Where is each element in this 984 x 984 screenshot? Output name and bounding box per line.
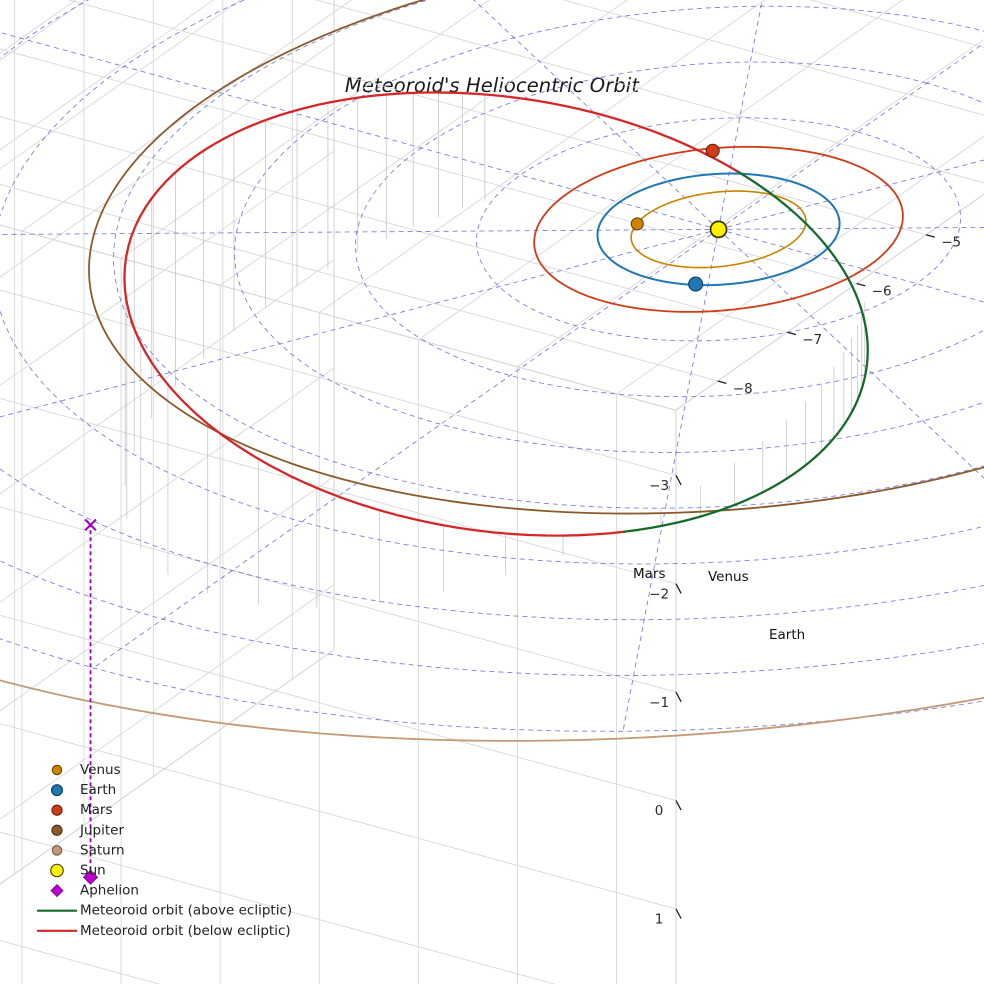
legend-label: Mars <box>80 802 113 818</box>
legend-marker-mars <box>51 804 63 816</box>
legend-label: Earth <box>80 782 116 798</box>
axis-tick-label: 0 <box>655 803 664 819</box>
axis-tick-label: −5 <box>941 235 961 251</box>
legend-marker-earth <box>50 784 64 797</box>
axis-tick-label: −7 <box>802 332 822 348</box>
axis-tick-label: 1 <box>655 912 664 928</box>
sun-marker <box>709 220 728 239</box>
legend-marker-jupiter <box>51 824 63 836</box>
earth-marker <box>688 276 704 292</box>
axis-tick-label: −1 <box>649 695 669 711</box>
legend: Venus Earth Mars Jupiter Saturn Sun Aphelion Me… <box>37 762 292 939</box>
body-markers <box>82 143 728 885</box>
legend-label: Aphelion <box>80 883 139 899</box>
axis-tick-label: −2 <box>649 586 669 602</box>
ecliptic-polar-grid <box>0 0 984 732</box>
axis-tick-label: −8 <box>733 381 753 397</box>
legend-label: Venus <box>80 762 121 778</box>
annotation-venus: Venus <box>708 569 749 585</box>
aphelion-marker <box>82 869 99 885</box>
legend-marker-aphelion <box>50 884 64 898</box>
page-title: Meteoroid's Heliocentric Orbit <box>344 74 640 97</box>
meteoroid-orbit-curve <box>123 91 869 537</box>
legend-label: Meteoroid orbit (above ecliptic) <box>80 903 292 919</box>
mars-marker <box>705 143 720 158</box>
annotation-earth: Earth <box>769 627 805 643</box>
legend-marker-saturn <box>51 845 63 856</box>
axis-tick-label: −6 <box>872 283 892 299</box>
orbit-drop-stems <box>124 92 866 608</box>
axis-ticks: −8−7−6−5−4−3−2−1−5−4−3−2−1012343210−1−2−… <box>649 234 961 928</box>
legend-label: Saturn <box>80 842 125 858</box>
legend-marker-venus <box>51 764 63 776</box>
body-annotations: Mars Venus Earth <box>633 566 805 643</box>
planet-orbit-curves <box>0 0 984 742</box>
legend-label: Jupiter <box>79 822 124 838</box>
venus-marker <box>630 217 644 231</box>
annotation-mars: Mars <box>633 566 666 582</box>
axis-tick-label: −3 <box>649 478 669 494</box>
legend-label: Sun <box>80 863 106 879</box>
legend-label: Meteoroid orbit (below ecliptic) <box>80 923 291 939</box>
legend-marker-sun <box>50 863 64 878</box>
